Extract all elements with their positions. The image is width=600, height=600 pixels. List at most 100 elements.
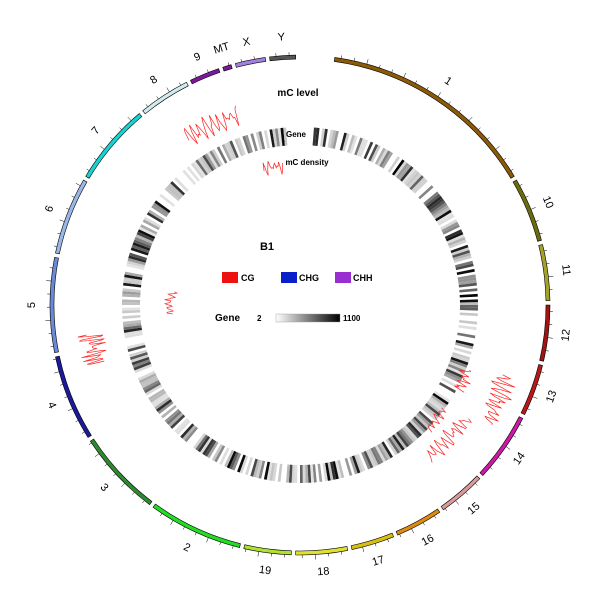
- gene-density-bar: [453, 255, 472, 263]
- gene-density-bar: [361, 451, 371, 470]
- chromosome-tick: [121, 483, 125, 488]
- chromosome-tick: [399, 534, 402, 538]
- chromosome-tick: [532, 396, 538, 399]
- gene-density-bar: [418, 185, 434, 200]
- gene-density-bar: [129, 349, 148, 358]
- chromosome-tick: [548, 275, 554, 277]
- gene-density-bar: [442, 224, 460, 235]
- gene-scale-label: Gene: [215, 313, 240, 324]
- mc-trace-mt: [262, 161, 283, 176]
- gene-density-bar: [214, 445, 226, 463]
- gene-density-bar: [138, 373, 157, 384]
- gene-density-bar: [310, 464, 314, 483]
- gene-density-bar: [129, 252, 148, 261]
- gene-density-bar: [458, 279, 477, 285]
- gene-density-bar: [368, 448, 379, 467]
- gene-density-bar: [204, 153, 217, 170]
- chromosome-arc-y: [269, 54, 297, 62]
- gene-density-bar: [128, 255, 147, 263]
- chromosome-tick: [503, 157, 507, 161]
- chromosome-tick: [434, 515, 437, 519]
- gene-density-bar: [437, 214, 455, 226]
- gene-density-bar: [123, 325, 142, 331]
- gene-density-bar: [136, 231, 155, 242]
- gene-density-bar: [432, 204, 449, 218]
- legend-label-chg: CHG: [299, 273, 319, 283]
- gene-density-bar: [266, 462, 273, 481]
- gene-density-bar: [250, 133, 258, 152]
- chromosome-tick: [160, 513, 163, 517]
- chromosome-label-11: 11: [559, 264, 572, 277]
- gene-density-bar: [140, 375, 158, 386]
- gene-scale-min: 2: [257, 314, 262, 323]
- chromosome-tick: [219, 542, 221, 546]
- chromosome-tick: [527, 408, 531, 411]
- gene-density-bar: [152, 394, 170, 408]
- gene-density-bar: [211, 149, 223, 167]
- track-label-gene: Gene: [286, 130, 307, 139]
- chromosome-tick: [194, 74, 197, 78]
- gene-density-bar: [124, 271, 143, 278]
- gene-density-bar: [385, 438, 398, 456]
- chromosome-tick: [458, 109, 462, 113]
- gene-density-bar: [445, 368, 464, 379]
- gene-density-bar: [444, 370, 463, 381]
- chromosome-label-16: 16: [420, 532, 436, 548]
- chromosome-tick: [253, 56, 255, 60]
- chromosome-tick: [455, 500, 459, 505]
- gene-density-bar: [202, 438, 215, 456]
- gene-density-bar: [190, 162, 204, 179]
- gene-density-bar: [145, 384, 163, 396]
- gene-density-bar: [379, 150, 391, 168]
- chromosome-arc-7: [85, 113, 143, 179]
- gene-density-bar: [315, 127, 320, 146]
- chromosome-tick: [207, 69, 209, 73]
- chromosome-tick: [145, 104, 149, 107]
- chromosome-tick: [156, 96, 159, 100]
- gene-density-bar: [231, 452, 242, 471]
- gene-density-ring: [122, 127, 478, 483]
- chromosome-tick: [86, 168, 90, 171]
- gene-density-bar: [403, 425, 418, 441]
- chromosome-tick: [194, 532, 197, 536]
- gene-density-bar: [435, 209, 452, 222]
- gene-density-bar: [363, 141, 374, 160]
- gene-density-bar: [152, 202, 170, 216]
- chromosome-tick: [415, 80, 418, 84]
- gene-density-bar: [283, 127, 288, 146]
- gene-density-bar: [132, 242, 151, 251]
- gene-density-bar: [199, 156, 213, 173]
- chromosome-label-19: 19: [258, 564, 272, 577]
- gene-density-bar: [451, 354, 470, 363]
- gene-density-bar: [332, 461, 339, 480]
- gene-scale-max: 1100: [343, 314, 361, 323]
- legend-label-chh: CHH: [353, 273, 373, 283]
- gene-density-bar: [234, 138, 244, 157]
- gene-density-bar: [320, 128, 326, 147]
- chromosome-tick: [374, 543, 377, 547]
- gene-density-bar: [195, 159, 208, 176]
- gene-density-bar: [453, 347, 472, 355]
- chromosome-tick: [113, 473, 116, 477]
- gene-density-bar: [339, 132, 347, 151]
- chromosome-tick: [257, 551, 259, 557]
- gene-density-bar: [454, 260, 474, 268]
- chromosome-arc-11: [538, 244, 551, 302]
- gene-density-bar: [255, 131, 263, 151]
- legend-swatch-cg: [222, 272, 238, 283]
- gene-density-bar: [356, 138, 366, 157]
- chromosome-arc-19: [243, 544, 292, 556]
- gene-density-bar: [123, 277, 142, 283]
- chromosome-tick: [513, 435, 516, 438]
- gene-density-bar: [123, 322, 142, 328]
- chromosome-arc-15: [440, 475, 481, 511]
- chromosome-tick: [530, 207, 536, 210]
- chromosome-tick: [81, 431, 85, 434]
- gene-scale-bar: [275, 313, 341, 323]
- gene-density-bar: [244, 134, 253, 153]
- gene-density-bar: [446, 234, 465, 244]
- chromosome-tick: [132, 492, 135, 495]
- gene-density-bar: [398, 429, 412, 446]
- gene-density-bar: [224, 142, 235, 161]
- gene-density-bar: [122, 302, 141, 305]
